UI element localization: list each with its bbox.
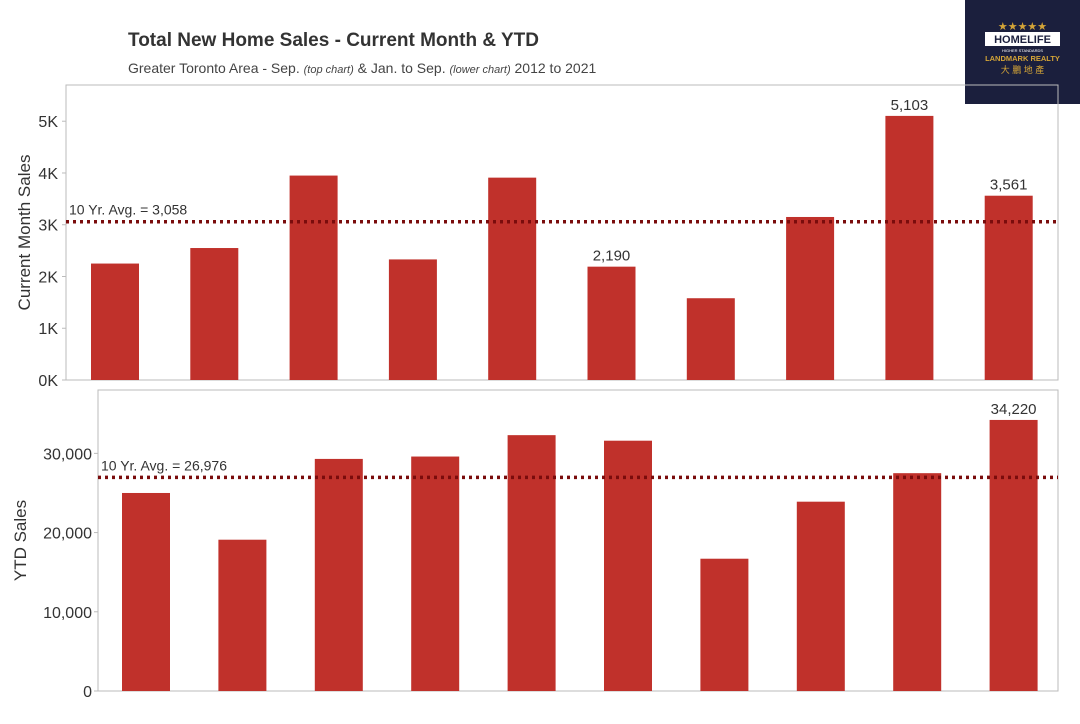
- y-tick-label: 0K: [38, 373, 58, 390]
- plot-frame: [65, 84, 1059, 381]
- chart-subtitle: Greater Toronto Area - Sep. (top chart) …: [128, 60, 596, 76]
- y-tick-label: 3K: [38, 218, 58, 235]
- data-label: 2,190: [593, 248, 631, 265]
- bar-2016: [507, 435, 556, 691]
- y-tick-label: 10,000: [43, 605, 92, 622]
- subtitle-part-1: Greater Toronto Area - Sep.: [128, 60, 300, 76]
- subtitle-part-2: & Jan. to Sep.: [357, 60, 446, 76]
- bar-2015: [388, 259, 437, 380]
- y-tick-label: 20,000: [43, 526, 92, 543]
- logo-graphic: ★★★★★ HOMELIFE HIGHER STANDARDS LANDMARK…: [985, 21, 1060, 75]
- bar-2020: [893, 473, 942, 691]
- data-label: 5,103: [891, 97, 929, 114]
- y-tick-label: 4K: [38, 166, 58, 183]
- bar-2017: [604, 440, 652, 691]
- plot-frame: [97, 389, 1059, 692]
- chart-title: Total New Home Sales - Current Month & Y…: [128, 30, 540, 51]
- ytd-chart: 0 10,000 20,000 30,000 YTD Sales 10 Yr. Avg. …: [11, 389, 1059, 701]
- logo-brand: HOMELIFE: [994, 34, 1051, 46]
- subtitle-note-1: (top chart): [303, 64, 354, 76]
- ten-year-average-label: 10 Yr. Avg. = 26,976: [101, 457, 227, 473]
- y-tick-label: 30,000: [43, 446, 92, 463]
- bar-2014: [314, 458, 363, 691]
- logo-company: LANDMARK REALTY: [985, 54, 1060, 63]
- bar-2021: [989, 419, 1038, 691]
- bar-2017: [587, 266, 636, 380]
- logo-tagline: HIGHER STANDARDS: [1002, 48, 1043, 53]
- ten-year-average-label: 10 Yr. Avg. = 3,058: [69, 202, 187, 218]
- y-tick-label: 2K: [38, 269, 58, 286]
- bar-2012: [122, 492, 170, 691]
- logo-brand-plate: [985, 32, 1060, 46]
- y-tick-label: 5K: [38, 114, 58, 131]
- bar-2012: [91, 263, 139, 380]
- data-label: 34,220: [991, 401, 1037, 418]
- y-axis-label: Current Month Sales: [15, 155, 34, 311]
- bar-2013: [218, 539, 267, 691]
- current-month-chart: 0K 1K 2K 3K 4K 5K Current Month Sales 10 Yr. Av…: [15, 84, 1059, 390]
- subtitle-note-2: (lower chart): [449, 64, 511, 76]
- bar-2019: [786, 216, 835, 380]
- logo-chinese: 大 鵬 地 產: [1001, 64, 1045, 75]
- y-tick-label: 1K: [38, 321, 58, 338]
- company-logo: ★★★★★ HOMELIFE HIGHER STANDARDS LANDMARK…: [965, 0, 1080, 104]
- bar-2018: [700, 558, 749, 691]
- bar-2018: [686, 298, 735, 380]
- bar-2019: [796, 501, 845, 691]
- data-label: 3,561: [990, 177, 1028, 194]
- subtitle-part-3: 2012 to 2021: [514, 60, 597, 76]
- bar-2013: [190, 248, 239, 380]
- y-tick-label: 0: [83, 684, 92, 701]
- bar-2020: [885, 115, 934, 380]
- y-axis-label: YTD Sales: [11, 500, 30, 581]
- bar-2016: [488, 177, 537, 380]
- logo-stars: ★★★★★: [998, 21, 1047, 33]
- bar-2021: [984, 195, 1033, 380]
- bar-2014: [289, 175, 338, 380]
- bar-2015: [411, 456, 460, 691]
